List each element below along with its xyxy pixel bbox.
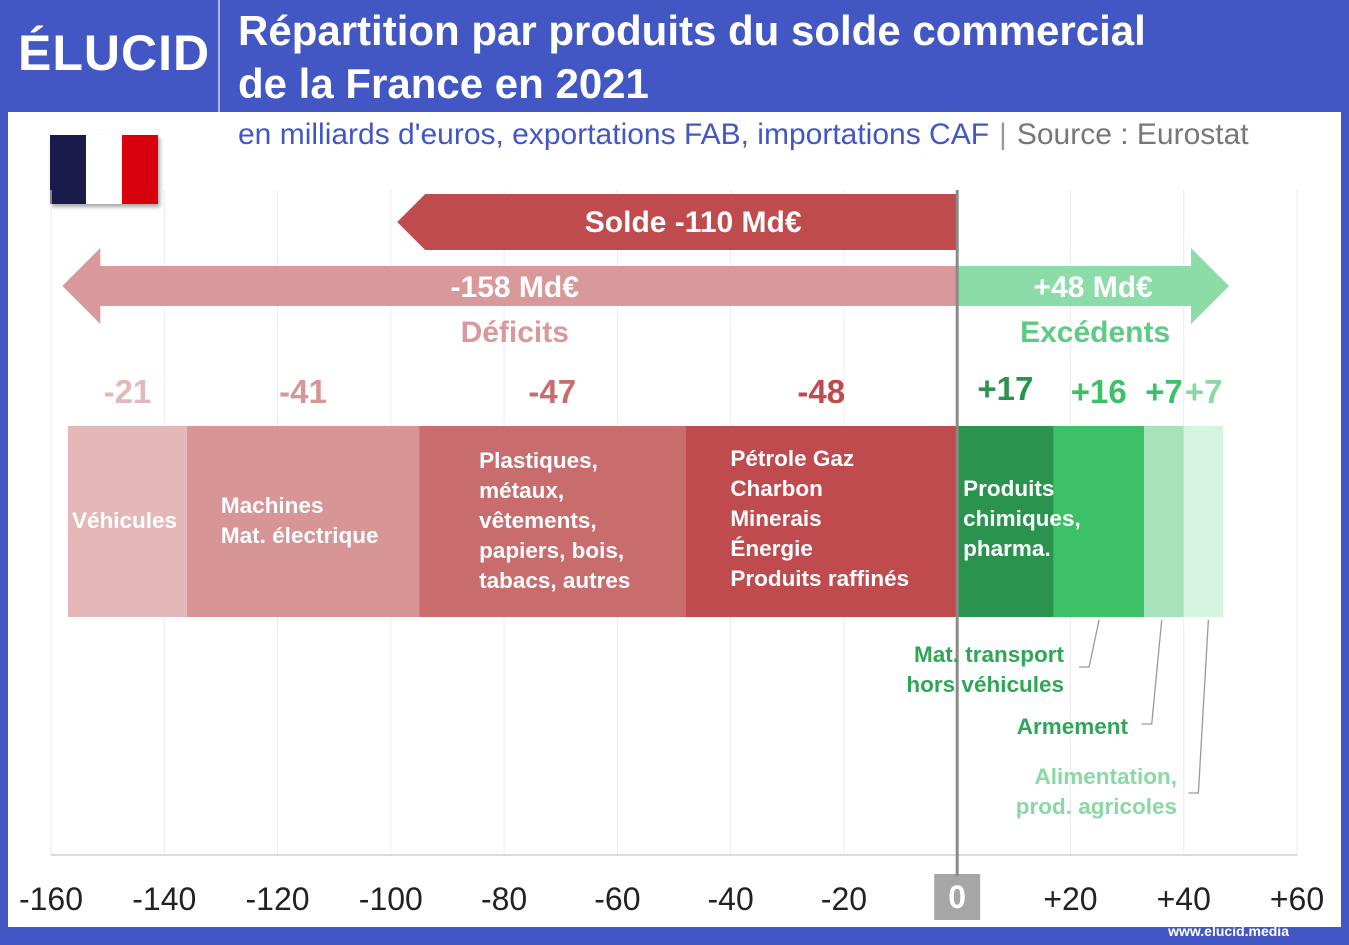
segment-label-4-line-5: Produits raffinés [730,566,910,591]
segment-label-4-line-4: Énergie [730,536,813,561]
bar-segment-6 [1053,426,1145,617]
bar-segment-3 [419,426,686,617]
segment-label-1: Véhicules [72,506,177,536]
value-label-5: +17 [977,370,1033,407]
value-label-3: -47 [528,373,576,410]
header-bar: ÉLUCID Répartition par produits du solde… [0,0,1349,112]
bar-segment-4 [685,426,958,617]
x-tick-label--20: -20 [821,881,867,917]
segment-label-7: Armement [1017,712,1128,742]
segment-label-3-line-4: papiers, bois, [479,538,625,563]
segment-label-8: Alimentation, prod. agricoles [1016,762,1177,822]
surplus-total-arrow [957,248,1230,324]
segment-label-3-line-5: tabacs, autres [479,568,631,593]
title-line-2: de la France en 2021 [238,60,649,107]
segment-label-4-line-2: Charbon [730,476,823,501]
balance-arrow [397,194,958,250]
page-title: Répartition par produits du solde commer… [238,4,1146,110]
x-tick-label--80: -80 [481,881,527,917]
segment-label-5-line-3: pharma. [963,536,1051,561]
segment-label-4-line-1: Pétrole Gaz [730,446,855,471]
x-tick-label-+60: +60 [1270,881,1324,917]
header-divider [218,0,220,112]
value-label-2: -41 [279,373,327,410]
segment-label-2-line-2: Mat. électrique [220,523,379,548]
bar-segment-5 [957,426,1054,617]
value-label-1: -21 [104,373,152,410]
segment-label-3-line-3: vêtements, [479,508,597,533]
segment-label-8-line-1: Alimentation, [1034,764,1177,789]
x-tick-label--60: -60 [594,881,640,917]
x-tick-label-+40: +40 [1157,881,1211,917]
segment-label-2: Machines Mat. électrique [221,491,379,551]
segment-label-7-line-1: Armement [1016,714,1128,739]
elucid-logo: ÉLUCID [18,25,211,81]
segment-label-3: Plastiques, métaux, vêtements, papiers, boi… [479,446,630,596]
surplus-total-label: +48 Md€ [1033,271,1153,304]
x-tick-label-+20: +20 [1043,881,1097,917]
leader-line-6 [1079,619,1100,668]
chart-subtitle: en milliards d'euros, exportations FAB, … [238,118,1249,152]
segment-label-4: Pétrole Gaz Charbon Minerais Énergie Produit… [730,444,909,594]
segment-label-3-line-1: Plastiques, [479,448,598,473]
segment-label-2-line-1: Machines [220,493,324,518]
deficit-caption: Déficits [461,316,569,349]
x-tick-label-0: 0 [948,879,966,915]
zero-tick-box [934,874,981,920]
subtitle-separator: | [999,118,1007,151]
segment-label-3-line-2: métaux, [479,478,565,503]
bar-segment-2 [186,426,420,617]
value-label-4: -48 [797,373,845,410]
subtitle-units: en milliards d'euros, exportations FAB, … [238,118,990,151]
segment-label-4-line-3: Minerais [730,506,822,531]
leader-line-7 [1141,619,1163,725]
segment-label-6: Mat. transport hors véhicules [906,640,1064,700]
title-line-1: Répartition par produits du solde commer… [238,7,1146,54]
value-label-6: +16 [1071,373,1127,410]
value-label-7: +7 [1145,373,1183,410]
segment-label-5-line-2: chimiques, [963,506,1081,531]
x-tick-label--140: -140 [132,881,196,917]
subtitle-source: Source : Eurostat [1016,118,1249,151]
segment-label-5-line-1: Produits [963,476,1055,501]
bar-segment-8 [1183,426,1224,617]
segment-label-1-line-1: Véhicules [71,508,178,533]
x-tick-label--160: -160 [19,881,83,917]
bar-segment-7 [1144,426,1184,617]
flag-stripe-white [86,135,122,204]
bar-segment-1 [67,426,187,617]
footer-credit: www.elucid.media [1168,923,1289,939]
surplus-caption: Excédents [1020,316,1170,349]
x-tick-label--100: -100 [359,881,423,917]
france-flag-icon [50,135,158,204]
deficit-total-label: -158 Md€ [451,271,580,304]
flag-stripe-red [122,135,158,204]
segment-label-6-line-1: Mat. transport [913,642,1064,667]
value-label-8: +7 [1185,373,1223,410]
segment-label-5: Produits chimiques, pharma. [963,474,1081,564]
segment-label-6-line-2: hors véhicules [906,672,1064,697]
x-tick-label--40: -40 [708,881,754,917]
deficit-total-arrow [62,248,958,324]
flag-stripe-blue [50,135,86,204]
leader-line-8 [1188,619,1210,794]
balance-label: Solde -110 Md€ [585,206,802,239]
segment-label-8-line-2: prod. agricoles [1015,794,1177,819]
x-tick-label--120: -120 [246,881,310,917]
